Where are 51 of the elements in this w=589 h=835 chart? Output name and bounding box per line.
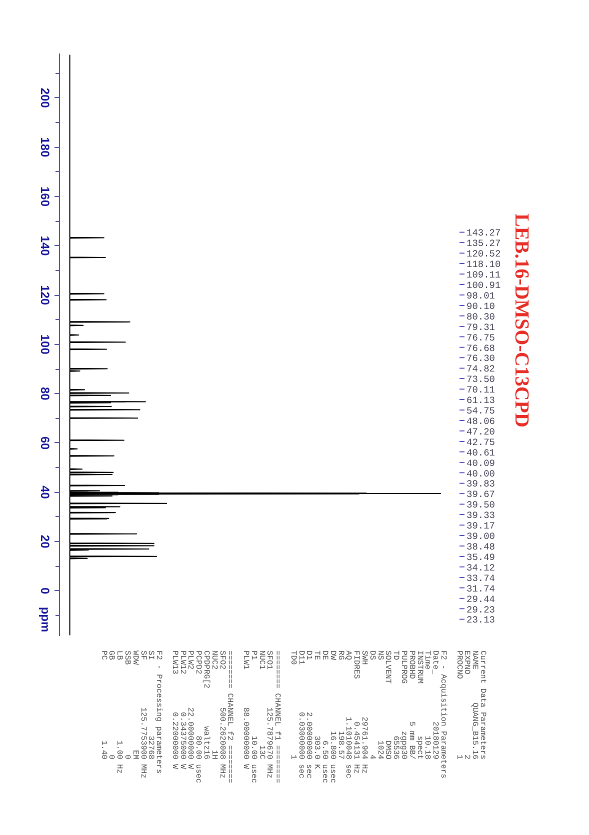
text: 109.11 xyxy=(466,270,502,281)
text: 79.31 xyxy=(466,322,496,333)
text: 70.11 xyxy=(466,384,496,396)
text: 100.91 xyxy=(466,280,502,291)
text: 54.75 xyxy=(466,406,496,417)
text: 39.00 xyxy=(466,531,496,542)
y-tick-label: 120 xyxy=(38,285,52,306)
y-tick-label: 60 xyxy=(38,436,52,450)
text: 40.09 xyxy=(466,458,496,469)
text: 47.20 xyxy=(466,426,496,438)
text: LEB.16-DMSO-C13CPD xyxy=(510,214,532,428)
y-tick-label: 160 xyxy=(38,186,52,207)
text: 48.06 xyxy=(466,416,496,427)
text: 98.01 xyxy=(466,290,496,302)
text: 42.75 xyxy=(466,436,496,448)
text: 80.30 xyxy=(466,311,496,322)
text: 73.50 xyxy=(466,374,496,386)
text: 90.10 xyxy=(466,300,496,312)
text: 39.33 xyxy=(466,510,496,522)
y-tick-label: 0 xyxy=(38,588,52,595)
text: 34.12 xyxy=(466,562,496,574)
text: 23.13 xyxy=(466,614,496,626)
text: 35.49 xyxy=(466,552,496,563)
text: 40.61 xyxy=(466,447,496,458)
text: 76.68 xyxy=(466,342,496,354)
text: 39.83 xyxy=(466,478,496,490)
text: 74.82 xyxy=(466,364,496,375)
y-tick-label: 200 xyxy=(38,88,52,108)
text: 33.74 xyxy=(466,572,496,584)
text: 118.10 xyxy=(466,259,502,270)
y-tick-label: 80 xyxy=(38,387,52,401)
text: 120.52 xyxy=(466,248,502,260)
text: 39.17 xyxy=(466,520,496,532)
text: 76.75 xyxy=(466,332,496,344)
text: 31.74 xyxy=(466,583,496,594)
text: 39.50 xyxy=(466,500,496,511)
text: 61.13 xyxy=(466,395,496,406)
y-tick-label: 140 xyxy=(38,236,52,256)
text: 76.30 xyxy=(466,353,496,364)
y-tick-label: 20 xyxy=(38,534,52,549)
text: 39.67 xyxy=(466,489,496,500)
text: 143.27 xyxy=(466,228,501,239)
text: 40.00 xyxy=(466,468,496,480)
text: 135.27 xyxy=(466,238,501,250)
text: 29.44 xyxy=(466,594,496,605)
y-tick-label: 40 xyxy=(38,486,52,500)
text: 29.23 xyxy=(466,604,496,616)
y-tick-label: 100 xyxy=(38,334,52,355)
y-axis-title: ppm xyxy=(38,606,52,632)
text: 38.48 xyxy=(466,542,496,552)
y-tick-label: 180 xyxy=(38,137,52,158)
